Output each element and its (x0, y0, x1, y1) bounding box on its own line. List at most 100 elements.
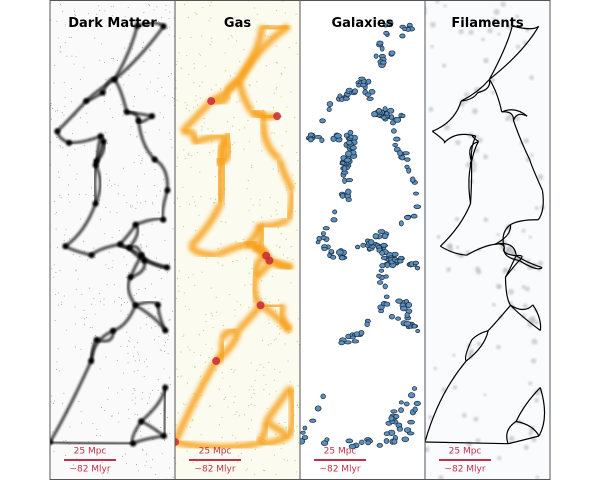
particle (59, 47, 61, 49)
particle (120, 77, 122, 79)
gas-speck (176, 60, 178, 63)
particle (172, 96, 174, 98)
particle (116, 360, 118, 362)
particle (149, 5, 151, 7)
gas-speck (296, 151, 298, 154)
particle (117, 392, 119, 394)
particle (63, 240, 65, 242)
particle (150, 49, 152, 51)
particle (158, 129, 160, 131)
gas-speck (182, 335, 184, 338)
gas-speck (215, 84, 217, 86)
gas-speck (268, 361, 270, 364)
gas-speck (292, 258, 294, 261)
particle (57, 304, 59, 306)
gas-speck (208, 356, 210, 359)
filament-spine (515, 387, 541, 422)
particle (68, 24, 70, 26)
particle (137, 369, 139, 371)
particle (111, 58, 113, 60)
particle (83, 240, 85, 242)
particle (94, 313, 96, 315)
particle (93, 247, 95, 249)
gas-speck (279, 327, 281, 329)
particle (135, 464, 137, 466)
particle (61, 112, 63, 114)
galaxy (320, 231, 326, 237)
galaxy (379, 263, 386, 269)
halo-dot (508, 435, 515, 442)
dm-halo (92, 200, 99, 207)
particle (74, 346, 76, 348)
gas-speck (264, 298, 266, 300)
halo-dot (522, 303, 528, 309)
galaxy (358, 439, 365, 445)
particle (167, 75, 169, 77)
halo-dot (436, 235, 441, 239)
halo-dot (515, 44, 521, 50)
gas-speck (178, 52, 180, 54)
gas-speck (188, 153, 190, 155)
gas-speck (185, 157, 187, 160)
particle (54, 110, 56, 112)
particle (123, 194, 125, 196)
particle (72, 253, 74, 255)
gas-speck (204, 65, 206, 67)
gas-speck (233, 401, 235, 404)
gas-speck (297, 385, 299, 387)
particle (137, 414, 139, 416)
galaxy (395, 316, 402, 321)
particle (85, 317, 87, 319)
particle (125, 453, 127, 455)
particle (86, 121, 88, 123)
gas-speck (285, 130, 287, 133)
particle (127, 409, 129, 411)
filament-spine (487, 304, 512, 332)
gas-speck (203, 122, 205, 124)
gas-speck (176, 277, 179, 280)
filament-spine (461, 92, 479, 102)
gas-speck (194, 201, 196, 203)
gas-speck (208, 405, 211, 407)
gas-speck (247, 179, 249, 182)
gas-speck (194, 284, 196, 286)
particle (78, 401, 80, 403)
particle (152, 459, 154, 461)
galaxy (360, 242, 366, 248)
particle (137, 342, 139, 344)
particle (50, 118, 52, 120)
gas-speck (217, 247, 219, 249)
gas-speck (263, 374, 265, 376)
halo-dot (454, 216, 460, 222)
particle (55, 228, 57, 230)
gas-speck (183, 334, 185, 336)
gas-filament (259, 120, 283, 163)
dm-halo (132, 221, 139, 228)
particle (164, 95, 166, 97)
gas-speck (224, 396, 227, 398)
particle (169, 433, 171, 435)
halo-dot (534, 389, 540, 396)
dm-halo (138, 252, 145, 259)
gas-speck (188, 154, 190, 156)
galaxy (403, 320, 412, 327)
galaxy (302, 425, 308, 431)
halo-dot (496, 344, 501, 350)
particle (116, 212, 118, 214)
gas-speck (236, 442, 238, 444)
galaxy (353, 331, 360, 337)
galaxy (411, 386, 418, 391)
halo-dot (458, 28, 464, 35)
particle (65, 329, 67, 331)
gas-speck (175, 297, 178, 300)
particle (167, 338, 169, 340)
gas-speck (224, 52, 226, 54)
gas-speck (210, 198, 212, 200)
galaxy (413, 400, 421, 406)
galaxy (334, 133, 342, 139)
gas-speck (275, 61, 278, 64)
gas-clump (212, 356, 221, 365)
particle (146, 245, 148, 247)
gas-speck (210, 43, 212, 46)
